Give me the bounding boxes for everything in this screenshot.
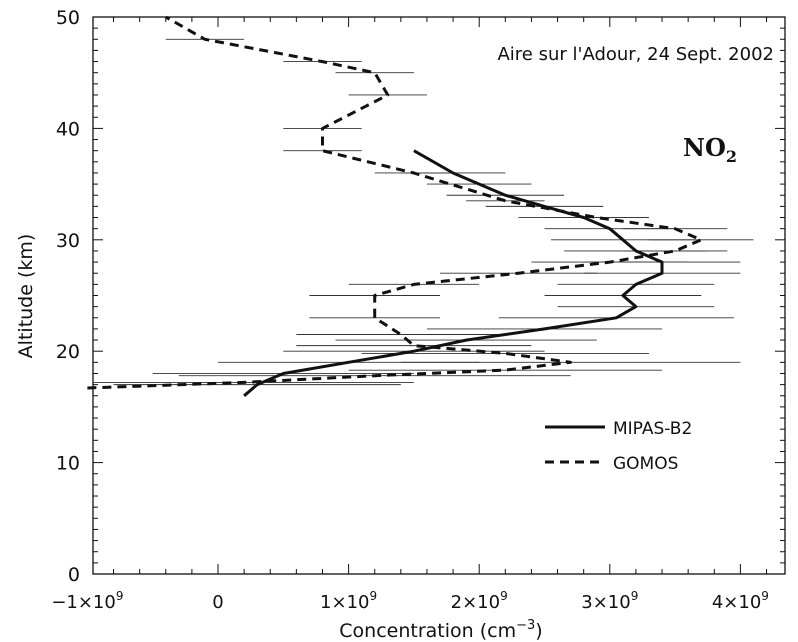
species-label-subscript: 2 — [726, 147, 737, 166]
x-tick-label: 2×109 — [451, 589, 508, 613]
x-tick-label: 0 — [212, 592, 223, 613]
x-tick-label: 3×109 — [581, 589, 638, 613]
legend-label-mipas: MIPAS-B2 — [613, 419, 692, 439]
x-axis-label: Concentration (cm−3) — [339, 618, 542, 642]
series-lines — [87, 15, 703, 397]
species-label-main: NO — [683, 133, 726, 162]
y-tick-label: 30 — [56, 230, 80, 252]
y-tick-labels: 0 10 20 30 40 50 — [56, 7, 80, 586]
x-axis-label-end: ) — [535, 620, 542, 642]
x-tick-label: −1×109 — [51, 589, 123, 613]
x-axis-label-text: Concentration (cm — [339, 620, 516, 642]
legend-label-gomos: GOMOS — [613, 454, 678, 474]
series-line-mipas — [243, 149, 664, 397]
error-bars — [93, 38, 754, 386]
series-line-gomos — [87, 15, 703, 390]
y-tick-label: 0 — [68, 564, 80, 586]
y-tick-label: 50 — [56, 7, 80, 29]
species-label: NO2 — [683, 133, 737, 166]
x-tick-labels: −1×109 0 1×109 2×109 3×109 4×109 — [51, 589, 769, 613]
x-tick-label: 1×109 — [320, 589, 377, 613]
y-axis-label: Altitude (km) — [15, 234, 37, 359]
y-tick-label: 10 — [56, 453, 80, 475]
legend: MIPAS-B2 GOMOS — [545, 419, 692, 474]
chart-title: Aire sur l'Adour, 24 Sept. 2002 — [497, 44, 774, 65]
x-axis-label-sup: −3 — [516, 618, 535, 633]
y-tick-label: 20 — [56, 341, 80, 363]
x-tick-label: 4×109 — [712, 589, 769, 613]
axis-ticks — [93, 16, 785, 575]
y-tick-label: 40 — [56, 118, 80, 140]
